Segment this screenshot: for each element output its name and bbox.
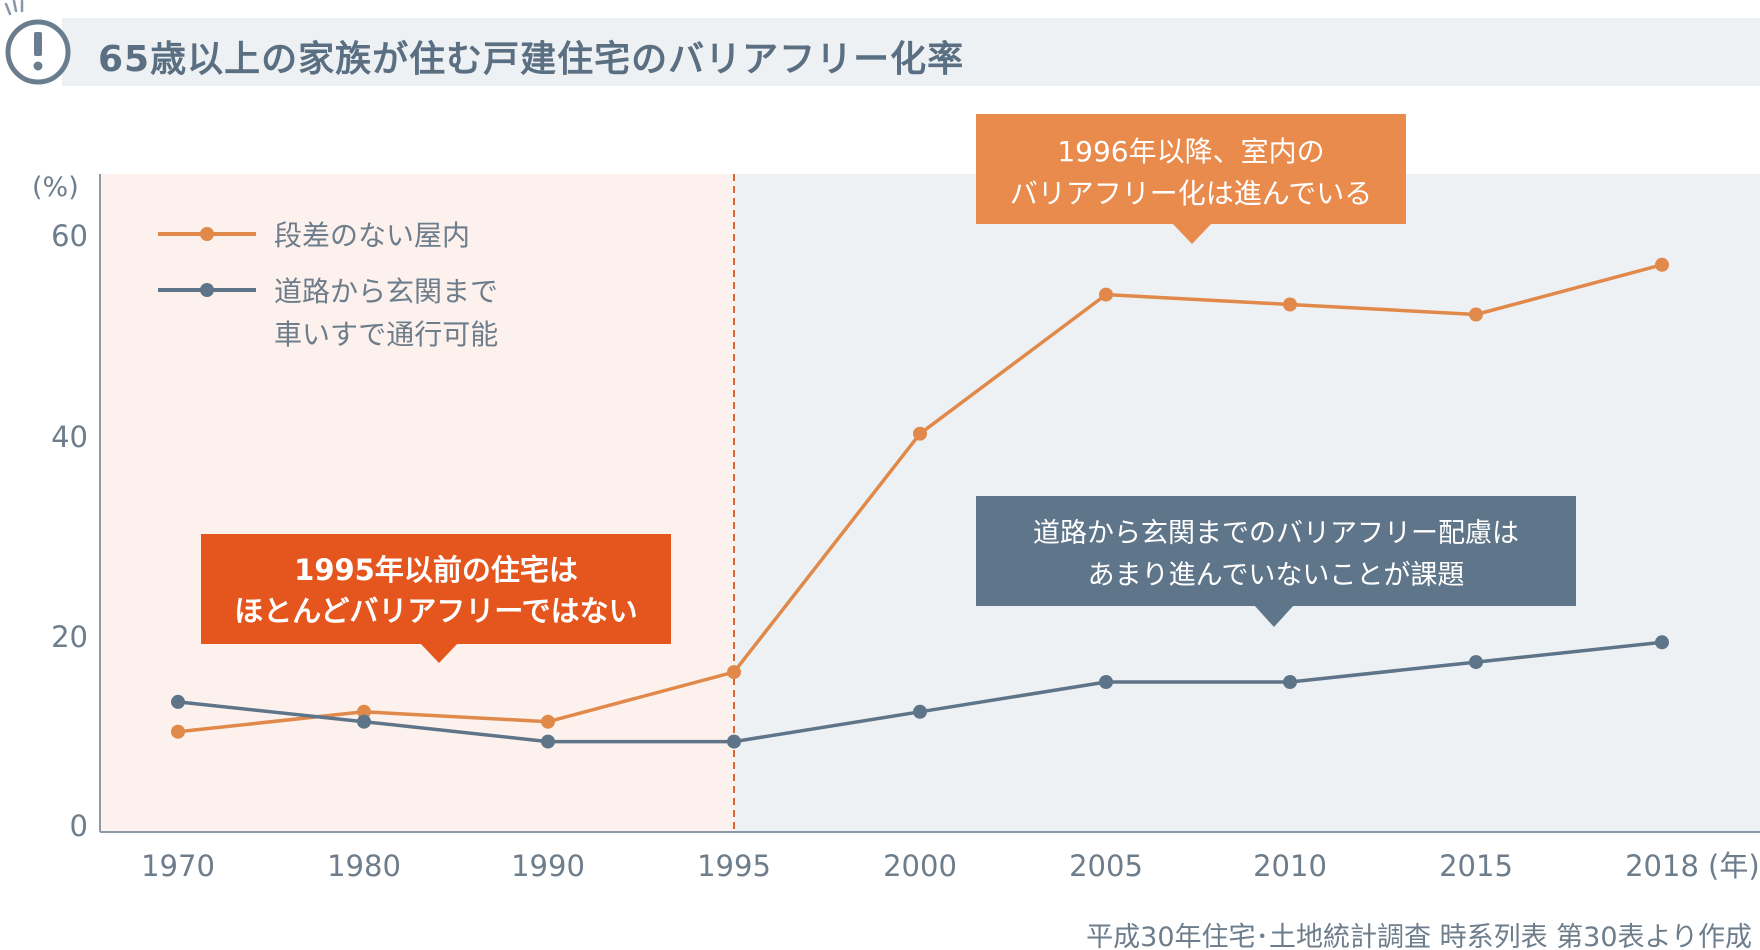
- data-point-indoor: [1469, 307, 1483, 322]
- callout-post1996-line2: バリアフリー化は進んでいる: [1010, 177, 1373, 210]
- legend-item-entrance: 道路から玄関まで 車いすで通行可能: [158, 275, 498, 351]
- data-point-indoor: [913, 426, 927, 441]
- data-point-indoor: [1283, 297, 1297, 312]
- data-point-indoor: [171, 724, 185, 739]
- data-point-entrance: [171, 694, 185, 709]
- data-point-entrance: [1283, 675, 1297, 689]
- legend: 段差のない屋内 道路から玄関まで 車いすで通行可能: [158, 219, 498, 351]
- legend-item-indoor: 段差のない屋内: [158, 219, 470, 252]
- data-point-entrance: [1655, 635, 1669, 650]
- data-point-entrance: [1469, 655, 1483, 670]
- title-bar: 65歳以上の家族が住む戸建住宅のバリアフリー化率: [62, 18, 1760, 86]
- data-point-indoor: [1655, 257, 1669, 272]
- x-tick-label: 1990: [511, 849, 585, 883]
- data-point-entrance: [913, 704, 927, 719]
- callout-pre1995-line2: ほとんどバリアフリーではない: [234, 594, 637, 628]
- data-point-entrance: [357, 714, 371, 729]
- data-point-indoor: [541, 714, 555, 729]
- callout-entrance: 道路から玄関までのバリアフリー配慮は あまり進んでいないことが課題: [976, 496, 1576, 627]
- y-tick-label: 20: [51, 620, 88, 654]
- x-axis-unit: (年): [1708, 849, 1760, 883]
- y-tick-label: 40: [51, 420, 88, 454]
- callout-pre1995: 1995年以前の住宅は ほとんどバリアフリーではない: [201, 534, 671, 663]
- x-tick-label: 2000: [883, 849, 957, 883]
- legend-label-indoor: 段差のない屋内: [274, 219, 470, 252]
- chart-title: 65歳以上の家族が住む戸建住宅のバリアフリー化率: [98, 39, 965, 80]
- x-tick-label: 2005: [1069, 849, 1143, 883]
- callout-entrance-line1: 道路から玄関までのバリアフリー配慮は: [1033, 518, 1519, 549]
- source-note: 平成30年住宅･土地統計調査 時系列表 第30表より作成: [1086, 922, 1752, 950]
- data-point-entrance: [1099, 675, 1113, 689]
- pre-1995-region: [100, 174, 734, 831]
- x-tick-label: 2015: [1439, 849, 1513, 883]
- y-axis-unit: (%): [32, 172, 79, 203]
- callout-entrance-line2: あまり進んでいないことが課題: [1088, 560, 1465, 591]
- data-point-entrance: [541, 734, 555, 749]
- x-tick-label: 2010: [1253, 849, 1327, 883]
- x-tick-label: 2018: [1625, 849, 1699, 883]
- callout-pre1995-line1: 1995年以前の住宅は: [294, 553, 578, 587]
- legend-label-entrance-line2: 車いすで通行可能: [274, 318, 498, 351]
- y-tick-label: 0: [70, 809, 88, 843]
- x-tick-label: 1970: [141, 849, 215, 883]
- data-point-indoor: [1099, 287, 1113, 302]
- data-point-indoor: [727, 665, 741, 680]
- data-point-entrance: [727, 734, 741, 749]
- legend-label-entrance-line1: 道路から玄関まで: [274, 275, 498, 308]
- x-tick-label: 1995: [697, 849, 771, 883]
- callout-post1996-line1: 1996年以降、室内の: [1057, 135, 1324, 168]
- x-tick-label: 1980: [327, 849, 401, 883]
- y-tick-label: 60: [51, 219, 88, 253]
- data-point-indoor: [357, 704, 371, 719]
- callout-post1996: 1996年以降、室内の バリアフリー化は進んでいる: [976, 114, 1406, 244]
- alert-icon: [4, 0, 71, 85]
